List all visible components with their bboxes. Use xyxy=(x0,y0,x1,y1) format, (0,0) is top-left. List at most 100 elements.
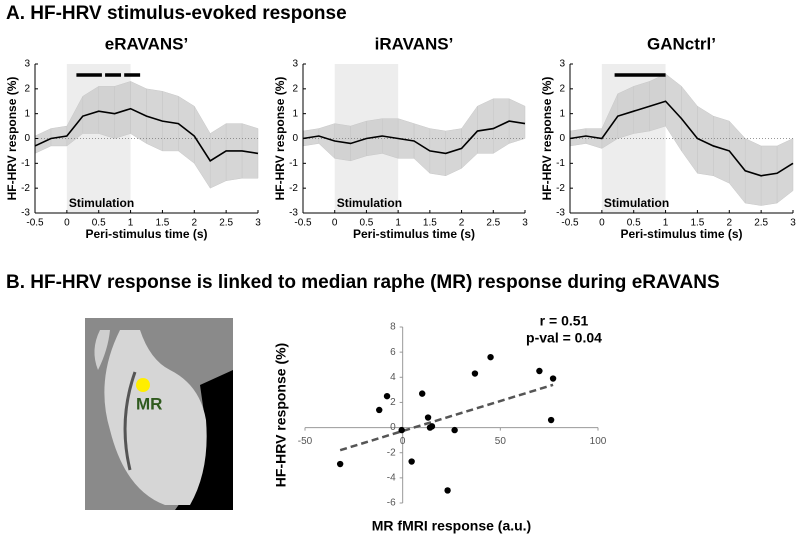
confidence-band xyxy=(34,128,52,154)
mri-brainstem xyxy=(104,330,207,505)
x-tick-label: 0.5 xyxy=(92,218,106,229)
y-tick-label: -1 xyxy=(556,158,565,169)
x-tick-label: 3 xyxy=(522,218,528,229)
confidence-band xyxy=(477,98,494,154)
y-tick-label: -3 xyxy=(289,208,298,219)
confidence-band xyxy=(776,138,794,204)
x-tick-label: 100 xyxy=(590,436,607,447)
mean-line xyxy=(302,120,526,155)
y-tick-label: 6 xyxy=(390,347,396,358)
x-tick-label: 2 xyxy=(727,218,733,229)
y-tick-label: 4 xyxy=(390,372,396,383)
y-tick-label: -1 xyxy=(21,158,30,169)
mr-marker xyxy=(136,378,150,392)
y-axis-label: HF-HRV response (%) xyxy=(273,77,287,201)
data-point xyxy=(376,406,383,414)
data-point xyxy=(536,367,543,375)
confidence-band xyxy=(225,123,243,182)
confidence-band xyxy=(413,123,431,174)
x-tick-label: 1 xyxy=(128,218,134,229)
x-tick-label: -0.5 xyxy=(26,218,44,229)
x-tick-label: -0.5 xyxy=(561,218,579,229)
y-tick-label: -2 xyxy=(289,183,298,194)
confidence-band xyxy=(697,105,714,177)
mri-structure xyxy=(94,330,110,370)
data-point xyxy=(408,458,415,465)
x-axis-label: Peri-stimulus time (s) xyxy=(620,227,742,241)
data-point xyxy=(336,460,344,468)
annotation: Stimulation xyxy=(604,196,669,210)
x-tick-label: 0 xyxy=(332,218,338,229)
x-tick-label: 2 xyxy=(192,218,198,229)
x-tick-label: 1.5 xyxy=(155,218,169,229)
panel-title: A. HF-HRV stimulus-evoked response xyxy=(6,3,347,24)
y-tick-label: 1 xyxy=(292,108,298,119)
mean-line xyxy=(569,100,794,177)
x-axis-label: Peri-stimulus time (s) xyxy=(353,227,475,241)
y-tick-label: 1 xyxy=(24,108,30,119)
data-point xyxy=(419,390,426,397)
confidence-band xyxy=(493,98,510,154)
y-tick-label: -1 xyxy=(289,158,298,169)
x-tick-label: 0 xyxy=(599,218,605,229)
x-tick-label: 50 xyxy=(495,436,507,447)
x-axis-label: Peri-stimulus time (s) xyxy=(85,227,207,241)
data-point xyxy=(451,426,458,434)
x-tick-label: 0.5 xyxy=(627,218,641,229)
x-tick-label: 1 xyxy=(395,218,401,229)
chart-title: iRAVANS’ xyxy=(375,34,454,53)
y-tick-label: 1 xyxy=(559,108,565,119)
confidence-band xyxy=(461,105,478,169)
chart-title: GANctrl’ xyxy=(647,34,716,53)
mri-image: MR xyxy=(85,318,233,510)
x-tick-label: 2.5 xyxy=(486,218,500,229)
data-point xyxy=(428,423,436,430)
mri-structure xyxy=(123,371,137,471)
y-tick-label: 3 xyxy=(24,59,30,70)
x-tick-label: 2.5 xyxy=(754,218,768,229)
y-tick-label: 0 xyxy=(390,422,396,433)
x-tick-label: 1.5 xyxy=(423,218,437,229)
confidence-band xyxy=(508,98,526,144)
confidence-band xyxy=(241,123,259,179)
x-tick-label: 3 xyxy=(790,218,796,229)
x-tick-label: 2 xyxy=(459,218,465,229)
y-tick-label: 0 xyxy=(292,133,298,144)
annotation: Stimulation xyxy=(337,196,402,210)
data-point xyxy=(383,392,391,400)
y-tick-label: -3 xyxy=(556,208,565,219)
y-tick-label: 8 xyxy=(390,322,396,333)
confidence-band xyxy=(665,73,682,152)
y-tick-label: 3 xyxy=(559,59,565,70)
annotation: Stimulation xyxy=(69,196,134,210)
annotation: r = 0.51 xyxy=(540,313,589,329)
x-tick-label: 0 xyxy=(64,218,70,229)
y-tick-label: -2 xyxy=(387,447,396,458)
y-tick-label: -2 xyxy=(21,183,30,194)
y-tick-label: 0 xyxy=(24,133,30,144)
x-axis-label: MR fMRI response (a.u.) xyxy=(372,518,531,534)
x-tick-label: -0.5 xyxy=(294,218,312,229)
y-tick-label: -3 xyxy=(21,208,30,219)
x-tick-label: 2.5 xyxy=(219,218,233,229)
annotation: p-val = 0.04 xyxy=(526,330,602,346)
y-axis-label: HF-HRV response (%) xyxy=(5,77,19,201)
data-point xyxy=(424,414,432,421)
y-tick-label: 2 xyxy=(559,83,565,94)
y-tick-label: -6 xyxy=(387,498,396,509)
y-axis-label: HF-HRV response (%) xyxy=(273,343,289,487)
data-point xyxy=(549,375,557,382)
y-tick-label: 2 xyxy=(390,397,396,408)
y-tick-label: -2 xyxy=(556,183,565,194)
data-point xyxy=(547,416,555,424)
x-tick-label: 0.5 xyxy=(359,218,373,229)
y-axis-label: HF-HRV response (%) xyxy=(540,77,554,201)
y-tick-label: 2 xyxy=(24,83,30,94)
x-tick-label: 1.5 xyxy=(690,218,704,229)
y-tick-label: 0 xyxy=(559,133,565,144)
data-point xyxy=(487,353,494,361)
x-tick-label: 1 xyxy=(663,218,669,229)
mr-label: MR xyxy=(136,394,162,413)
panel-title: B. HF-HRV response is linked to median r… xyxy=(6,272,720,293)
y-tick-label: 3 xyxy=(292,59,298,70)
